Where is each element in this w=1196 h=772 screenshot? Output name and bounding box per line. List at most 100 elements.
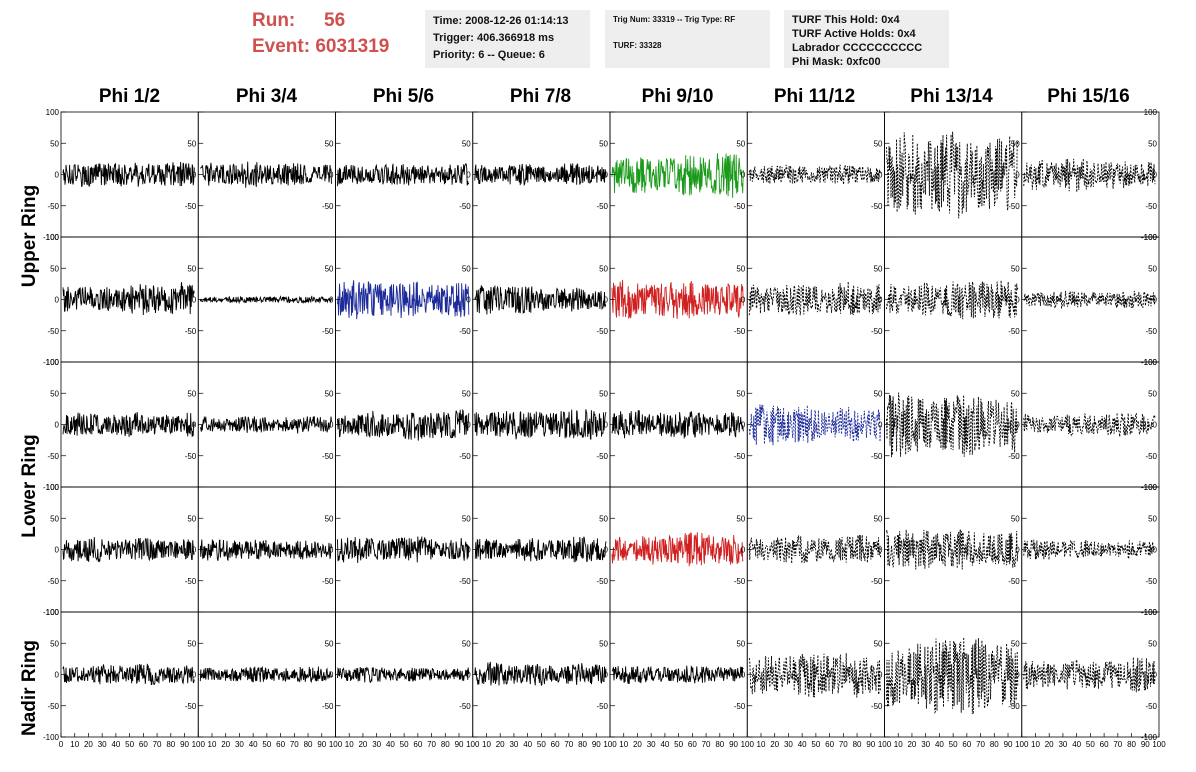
y-tick-label-r1-b8--50: -50	[1145, 202, 1157, 211]
x-tick-label-c4-5: 50	[537, 740, 546, 749]
y-tick-label-r1-b4-50: 50	[599, 139, 608, 148]
y-tick-label-r2-b0-0: 0	[55, 296, 60, 305]
y-tick-label-r5-b6--50: -50	[871, 702, 883, 711]
phi-label-5: Phi 9/10	[641, 86, 714, 107]
y-tick-label-r4-b0-0: 0	[55, 546, 60, 555]
x-tick-label-c3-5: 50	[400, 740, 409, 749]
y-tick-label-r2-b2--50: -50	[322, 327, 334, 336]
y-tick-label-r4-b5-50: 50	[736, 514, 745, 523]
phi-label-6: Phi 11/12	[773, 86, 856, 107]
x-tick-label-c6-1: 10	[757, 740, 766, 749]
y-tick-label-r3-b0-0: 0	[55, 421, 60, 430]
waveform-trace-r2-c3	[337, 280, 470, 320]
waveform-trace-r1-c3	[337, 163, 470, 187]
y-tick-label-r5-b0--50: -50	[47, 702, 59, 711]
x-tick-label-c2-10: 100	[329, 740, 343, 749]
y-tick-label-r2-b1-50: 50	[187, 264, 196, 273]
y-tick-label-r5-b2--50: -50	[322, 702, 334, 711]
y-tick-label-r2-b4-50: 50	[599, 264, 608, 273]
y-tick-label-r1-b6-0: 0	[878, 171, 883, 180]
x-tick-label-c5-3: 30	[647, 740, 656, 749]
y-tick-label-r1-b2-0: 0	[329, 171, 334, 180]
x-tick-label-c8-9: 90	[1141, 740, 1150, 749]
y-tick-label-r4-b0--100: -100	[43, 608, 60, 617]
y-tick-label-r2-b0-50: 50	[50, 264, 59, 273]
y-tick-label-r3-b2-0: 0	[329, 421, 334, 430]
y-tick-label-r4-b0--50: -50	[47, 577, 59, 586]
y-tick-label-r1-b4--50: -50	[596, 202, 608, 211]
x-tick-label-c5-6: 60	[688, 740, 697, 749]
x-tick-label-c4-1: 10	[482, 740, 491, 749]
y-tick-label-r3-b5--50: -50	[734, 452, 746, 461]
y-tick-label-r5-b3-0: 0	[466, 671, 471, 680]
x-tick-label-c7-1: 10	[894, 740, 903, 749]
y-tick-label-r5-b8-100: 100	[1144, 608, 1158, 617]
y-tick-label-r1-b8-100: 100	[1144, 108, 1158, 117]
waveform-trace-r3-c2	[199, 415, 332, 434]
x-tick-label-c5-9: 90	[729, 740, 738, 749]
y-tick-label-r4-b4-0: 0	[604, 546, 609, 555]
y-tick-label-r1-b8--100: -100	[1141, 233, 1158, 242]
y-tick-label-r2-b0-100: 100	[46, 233, 60, 242]
x-tick-label-c8-1: 10	[1031, 740, 1040, 749]
waveform-trace-r3-c5	[611, 410, 744, 439]
y-tick-label-r4-b5--50: -50	[734, 577, 746, 586]
y-tick-label-r2-b5--50: -50	[734, 327, 746, 336]
panel-frame-r3-c8	[1021, 361, 1160, 488]
x-tick-label-c6-2: 20	[770, 740, 779, 749]
x-tick-label-c7-5: 50	[949, 740, 958, 749]
y-tick-label-r4-b6--50: -50	[871, 577, 883, 586]
y-tick-label-r1-b0-0: 0	[55, 171, 60, 180]
y-tick-label-r3-b4--50: -50	[596, 452, 608, 461]
y-tick-label-r5-b8-50: 50	[1148, 639, 1157, 648]
y-tick-label-r5-b7-0: 0	[1015, 671, 1020, 680]
x-tick-label-c3-10: 100	[466, 740, 480, 749]
y-tick-label-r3-b4-0: 0	[604, 421, 609, 430]
x-tick-label-c4-8: 80	[578, 740, 587, 749]
waveform-trace-r3-c6	[748, 404, 881, 446]
y-tick-label-r2-b3-50: 50	[462, 264, 471, 273]
x-tick-label-c8-6: 60	[1100, 740, 1109, 749]
x-tick-label-c5-8: 80	[715, 740, 724, 749]
y-tick-label-r2-b0--50: -50	[47, 327, 59, 336]
waveform-trace-r4-c3	[337, 536, 470, 564]
trig-info-box: Trig Num: 33319 -- Trig Type: RF TURF: 3…	[605, 10, 770, 68]
x-tick-label-c2-1: 10	[208, 740, 217, 749]
y-tick-label-r1-b2-50: 50	[325, 139, 334, 148]
x-tick-label-c1-3: 30	[98, 740, 107, 749]
y-tick-label-r3-b2--50: -50	[322, 452, 334, 461]
y-tick-label-r4-b2--50: -50	[322, 577, 334, 586]
x-tick-label-c8-10: 100	[1152, 740, 1166, 749]
waveform-trace-r5-c3	[337, 666, 470, 684]
x-tick-label-c7-6: 60	[962, 740, 971, 749]
turf-active-holds-text: TURF Active Holds: 0x4	[792, 28, 916, 40]
y-tick-label-r3-b1--50: -50	[185, 452, 197, 461]
y-tick-label-r3-b7--50: -50	[1008, 452, 1020, 461]
y-tick-label-r3-b1-0: 0	[192, 421, 197, 430]
y-tick-label-r1-b3-50: 50	[462, 139, 471, 148]
y-tick-label-r5-b4--50: -50	[596, 702, 608, 711]
y-tick-label-r4-b2-0: 0	[329, 546, 334, 555]
waveform-trace-r1-c7	[886, 131, 1019, 219]
waveform-trace-r3-c7	[886, 392, 1019, 458]
y-tick-label-r4-b8--100: -100	[1141, 608, 1158, 617]
waveform-trace-r1-c8	[1023, 158, 1156, 193]
x-tick-label-c6-7: 70	[839, 740, 848, 749]
x-tick-label-c4-10: 100	[603, 740, 617, 749]
waveform-trace-r2-c4	[474, 285, 607, 315]
waveform-trace-r2-c2	[199, 295, 332, 305]
y-tick-label-r4-b3-50: 50	[462, 514, 471, 523]
y-tick-label-r3-b8-100: 100	[1144, 358, 1158, 367]
waveform-trace-r1-c1	[62, 161, 195, 187]
y-tick-label-r2-b1--50: -50	[185, 327, 197, 336]
time-info-box: Time: 2008-12-26 01:14:13 Trigger: 406.3…	[425, 10, 590, 68]
y-tick-label-r5-b0--100: -100	[43, 733, 60, 742]
y-tick-label-r3-b3--50: -50	[459, 452, 471, 461]
x-tick-label-c3-7: 70	[427, 740, 436, 749]
y-tick-label-r1-b8-50: 50	[1148, 139, 1157, 148]
turf-this-hold-text: TURF This Hold: 0x4	[792, 14, 900, 26]
y-tick-label-r4-b5-0: 0	[741, 546, 746, 555]
y-tick-label-r2-b1-0: 0	[192, 296, 197, 305]
y-tick-label-r3-b3-50: 50	[462, 389, 471, 398]
x-tick-label-c1-10: 100	[192, 740, 206, 749]
